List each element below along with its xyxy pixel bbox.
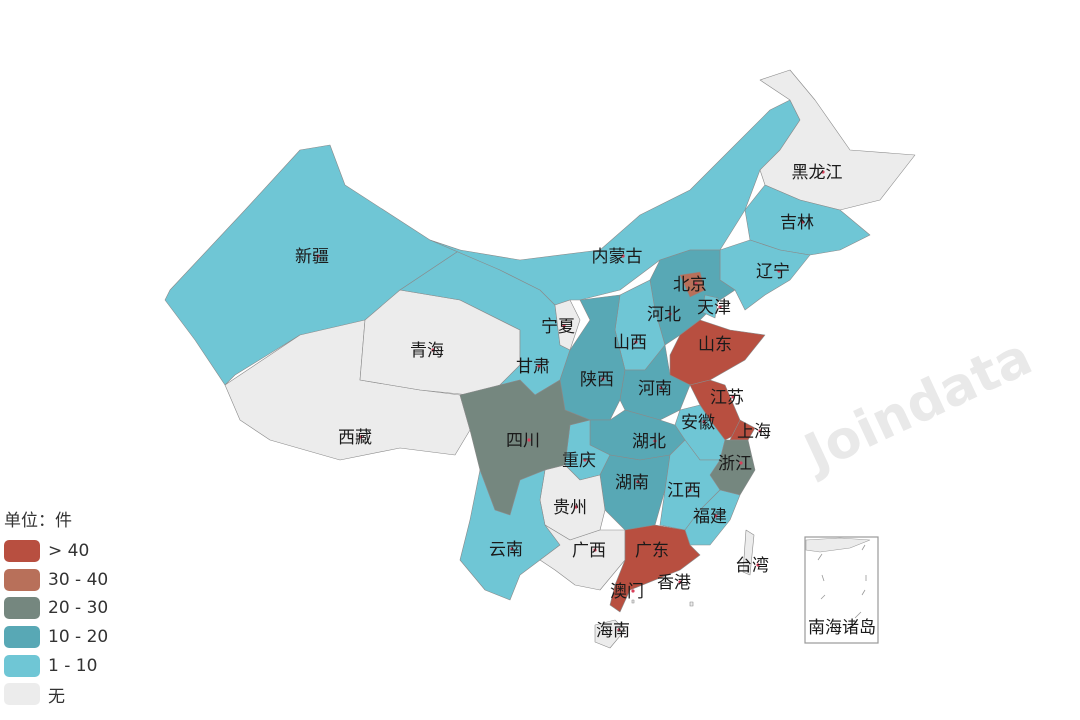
capital-marker — [359, 435, 363, 439]
region-北京[interactable] — [679, 271, 706, 298]
region-广东[interactable] — [609, 524, 701, 613]
legend-item-30-40[interactable]: 30 - 40 — [4, 566, 108, 595]
capital-marker — [756, 563, 760, 567]
region-湖南[interactable] — [599, 454, 671, 531]
capital-marker — [527, 438, 531, 442]
legend-item-gt40[interactable]: > 40 — [4, 537, 108, 566]
capital-marker — [631, 589, 635, 593]
capital-marker — [562, 324, 566, 328]
capital-marker — [601, 377, 605, 381]
capital-marker — [731, 395, 735, 399]
capital-marker — [702, 420, 706, 424]
region-河南[interactable] — [619, 344, 691, 421]
capital-marker — [719, 342, 723, 346]
capital-marker — [574, 505, 578, 509]
legend-item-10-20[interactable]: 10 - 20 — [4, 623, 108, 652]
capital-marker — [821, 170, 825, 174]
capital-marker — [678, 580, 682, 584]
legend-title: 单位：件 — [4, 511, 72, 531]
legend-item-none[interactable]: 无 — [4, 680, 108, 709]
legend-label: 无 — [48, 686, 65, 707]
capital-marker — [801, 220, 805, 224]
capital-marker — [431, 348, 435, 352]
capital-marker — [714, 514, 718, 518]
capital-marker — [656, 548, 660, 552]
capital-marker — [537, 364, 541, 368]
legend: 单位：件 > 40 30 - 40 20 - 30 10 - 20 1 - 10 无 — [4, 506, 108, 709]
capital-marker — [634, 340, 638, 344]
legend-swatch — [4, 540, 40, 563]
region-天津[interactable] — [701, 294, 719, 319]
legend-item-1-10[interactable]: 1 - 10 — [4, 651, 108, 680]
region-宁夏[interactable] — [554, 299, 581, 351]
region-label: 台湾 — [735, 556, 769, 576]
region-吉林[interactable] — [744, 184, 871, 256]
legend-swatch — [4, 626, 40, 649]
legend-label: 1 - 10 — [48, 655, 98, 676]
capital-marker — [659, 386, 663, 390]
legend-label: 10 - 20 — [48, 627, 109, 648]
region-海南[interactable] — [594, 619, 626, 649]
capital-marker — [668, 312, 672, 316]
legend-swatch — [4, 597, 40, 620]
region-香港[interactable] — [689, 601, 694, 607]
capital-marker — [688, 488, 692, 492]
region-山东[interactable] — [669, 319, 766, 386]
capital-marker — [718, 305, 722, 309]
capital-marker — [653, 439, 657, 443]
capital-marker — [593, 548, 597, 552]
legend-label: > 40 — [48, 541, 90, 562]
legend-swatch — [4, 683, 40, 706]
capital-marker — [621, 254, 625, 258]
capital-marker — [777, 269, 781, 273]
legend-swatch — [4, 568, 40, 591]
capital-marker — [617, 628, 621, 632]
capital-marker — [316, 254, 320, 258]
south-china-sea-inset — [804, 536, 879, 644]
legend-label: 30 - 40 — [48, 569, 109, 590]
capital-marker — [758, 429, 762, 433]
region-广西[interactable] — [539, 524, 626, 591]
capital-marker — [636, 480, 640, 484]
legend-item-20-30[interactable]: 20 - 30 — [4, 594, 108, 623]
capital-marker — [583, 458, 587, 462]
region-台湾[interactable] — [742, 529, 755, 576]
capital-marker — [739, 461, 743, 465]
legend-swatch — [4, 654, 40, 677]
region-澳门[interactable] — [631, 599, 635, 604]
region-福建[interactable] — [684, 489, 741, 546]
legend-label: 20 - 30 — [48, 598, 109, 619]
watermark: Joindata — [793, 327, 1041, 485]
capital-marker — [694, 282, 698, 286]
capital-marker — [510, 547, 514, 551]
